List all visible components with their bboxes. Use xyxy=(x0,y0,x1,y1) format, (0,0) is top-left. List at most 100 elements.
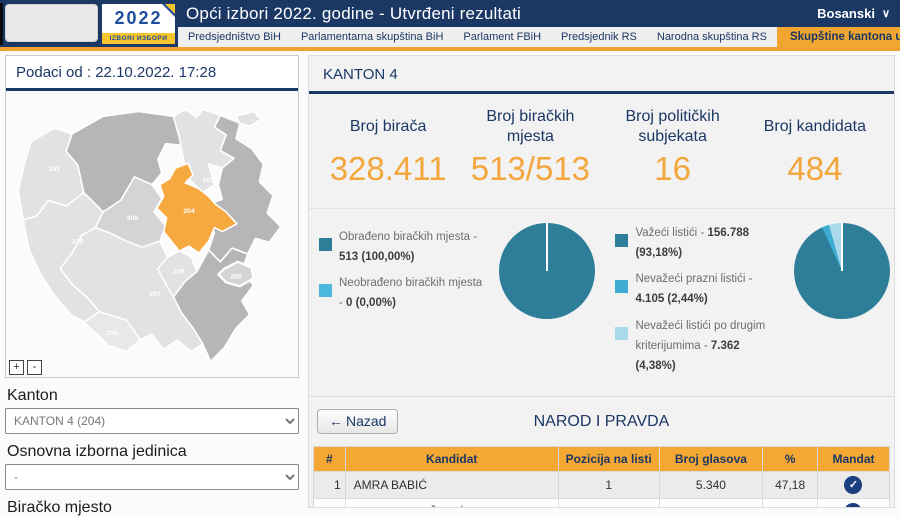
check-icon: ✓ xyxy=(844,475,863,494)
list-position: 2 xyxy=(557,497,660,507)
plus-icon: + xyxy=(13,361,20,373)
candidate-name: DEJAN KOVAČEVIĆ xyxy=(344,497,559,507)
header-edge-strip xyxy=(0,3,3,45)
nav-tab-predsjednik-rs[interactable]: Predsjednik RS xyxy=(561,31,637,43)
legend-text: Nevažeći listići po drugim kriterijumima… xyxy=(635,319,766,372)
logo-year-text: 2022 xyxy=(114,8,163,28)
col-pct: % xyxy=(762,445,818,472)
kanton-results-panel: KANTON 4 Broj birača 328.411 Broj biračk… xyxy=(308,55,895,508)
nav-tab-parlamentarna-skupstina-bih[interactable]: Parlamentarna skupština BiH xyxy=(300,31,444,43)
table-header-row: # Kandidat Pozicija na listi Broj glasov… xyxy=(313,445,891,472)
results-header-bar: ← Nazad NAROD I PRAVDA xyxy=(309,397,894,440)
left-sidebar: Podaci od : 22.10.2022. 17:28 xyxy=(5,55,299,516)
nav-tab-predsjednistvo-bih[interactable]: Predsjedništvo BiH xyxy=(188,31,281,43)
pie-slice-boundary xyxy=(841,223,843,271)
zoom-in-button[interactable]: + xyxy=(9,360,24,375)
col-kandidat: Kandidat xyxy=(344,445,559,472)
kanton-title: KANTON 4 xyxy=(309,56,894,94)
logo-banner: IZBORI ИЗБОРИ xyxy=(102,33,175,44)
legend-color-swatch xyxy=(615,280,629,294)
legend-color-swatch xyxy=(615,234,629,247)
map-region-209[interactable] xyxy=(157,250,198,298)
legend-item-nevazeci-drugi: Nevažeći listići po drugim kriterijumima… xyxy=(615,316,772,376)
pie-slice-boundary xyxy=(546,223,549,271)
elections-2022-logo: 2022 IZBORI ИЗБОРИ xyxy=(100,2,177,46)
votes-count: 742 xyxy=(658,497,764,507)
chevron-down-icon: ∨ xyxy=(881,8,890,20)
bih-cantons-map: 201 203 204 205 206 207 208 209 210 xyxy=(6,91,298,377)
stat-value: 484 xyxy=(787,150,843,187)
ballots-pie-chart xyxy=(794,223,890,319)
map-region-208[interactable] xyxy=(82,310,142,353)
legend-item-nevazeci-prazni: Nevažeći prazni listići - 4.105 (2,44%) xyxy=(615,269,772,309)
stat-value: 16 xyxy=(654,150,691,187)
list-position: 1 xyxy=(557,470,660,499)
table-row: 1 AMRA BABIĆ 1 5.340 47,18 ✓ xyxy=(313,470,891,499)
col-pozicija: Pozicija na listi xyxy=(557,445,660,472)
izborna-jedinica-filter-label: Osnovna izborna jedinica xyxy=(7,443,187,460)
legend-item-vazeci: Važeći listići - 156.788 (93,18%) xyxy=(615,223,772,263)
legend-item-obradjeno: Obrađeno biračkih mjesta - 513 (100,00%) xyxy=(319,227,485,267)
nav-strip: Predsjedništvo BiH Parlamentarna skupšti… xyxy=(178,27,900,47)
back-arrow-icon: ← xyxy=(329,412,343,429)
kanton-select[interactable]: KANTON 4 (204) xyxy=(5,408,299,434)
stat-label: Broj biračkih mjesta xyxy=(486,108,575,145)
mandate-cell: ✓ xyxy=(816,497,891,507)
legend-text: Neobrađeno biračkih mjesta - 0 (0,00%) xyxy=(339,277,483,310)
map-svg: 201 203 204 205 206 207 208 209 210 xyxy=(17,108,282,363)
table-row: 2 DEJAN KOVAČEVIĆ 2 742 6,56 ✓ xyxy=(313,497,891,507)
legend-color-swatch xyxy=(615,326,629,340)
biracko-mjesto-filter-label: Biračko mjesto xyxy=(7,499,112,516)
stat-label: Broj kandidata xyxy=(763,118,867,135)
language-selector[interactable]: Bosanski ∨ xyxy=(817,6,890,21)
main-content: Podaci od : 22.10.2022. 17:28 xyxy=(0,51,900,516)
row-num: 2 xyxy=(313,497,346,507)
nav-tab-skupstine-kantona-fbih[interactable]: Skupštine kantona u FBiH xyxy=(776,27,900,47)
votes-pct: 47,18 xyxy=(762,470,818,499)
stat-label: Broj političkih subjekata xyxy=(625,108,720,145)
nav-tab-parlament-fbih[interactable]: Parlament FBiH xyxy=(463,31,542,43)
col-glasovi: Broj glasova xyxy=(658,445,764,472)
legend-text: Obrađeno biračkih mjesta - 513 (100,00%) xyxy=(339,231,478,264)
legend-text: Nevažeći prazni listići - 4.105 (2,44%) xyxy=(635,273,753,306)
data-timestamp: Podaci od : 22.10.2022. 17:28 xyxy=(6,56,298,91)
mandate-cell: ✓ xyxy=(816,470,891,499)
legend-text: Važeći listići - 156.788 (93,18%) xyxy=(635,227,750,260)
stat-label: Broj birača xyxy=(349,118,427,135)
legend-color-swatch xyxy=(319,284,332,298)
app-header: 2022 IZBORI ИЗБОРИ Opći izbori 2022. god… xyxy=(0,0,900,47)
stat-broj-kandidata: Broj kandidata 484 xyxy=(744,106,886,188)
candidate-name: AMRA BABIĆ xyxy=(344,470,559,499)
language-label: Bosanski xyxy=(817,6,875,21)
col-mandat: Mandat xyxy=(816,445,891,472)
map-region-205[interactable] xyxy=(217,260,255,288)
votes-count: 5.340 xyxy=(658,470,764,499)
pie-charts-section: Obrađeno biračkih mjesta - 513 (100,00%)… xyxy=(309,209,894,397)
zoom-out-button[interactable]: - xyxy=(27,360,42,375)
stats-row: Broj birača 328.411 Broj biračkih mjesta… xyxy=(309,94,894,209)
stat-broj-politickih-subjekata: Broj političkih subjekata 16 xyxy=(602,106,744,188)
stat-broj-birackih-mjesta: Broj biračkih mjesta 513/513 xyxy=(459,106,601,188)
nav-tab-narodna-skupstina-rs[interactable]: Narodna skupština RS xyxy=(656,31,767,43)
map-panel: Podaci od : 22.10.2022. 17:28 xyxy=(5,55,299,378)
check-icon: ✓ xyxy=(844,502,863,507)
polling-stations-pie-chart xyxy=(499,223,596,319)
row-num: 1 xyxy=(313,470,346,499)
polling-stations-legend: Obrađeno biračkih mjesta - 513 (100,00%)… xyxy=(319,227,485,320)
title-row: Opći izbori 2022. godine - Utvrđeni rezu… xyxy=(0,0,900,27)
nav-row: Predsjedništvo BiH Parlamentarna skupšti… xyxy=(0,27,900,47)
votes-pct: 6,56 xyxy=(762,497,818,507)
map-region-204-selected[interactable] xyxy=(156,162,238,254)
header-placeholder-box xyxy=(5,4,98,42)
stat-value: 513/513 xyxy=(470,150,591,187)
page-title: Opći izbori 2022. godine - Utvrđeni rezu… xyxy=(186,3,521,23)
map-region-posavina[interactable] xyxy=(235,110,263,127)
logo-year: 2022 xyxy=(102,4,175,33)
izborna-jedinica-select[interactable]: - xyxy=(5,464,299,490)
candidates-table: # Kandidat Pozicija na listi Broj glasov… xyxy=(313,445,891,507)
legend-color-swatch xyxy=(319,238,332,251)
accent-divider xyxy=(0,47,900,51)
bih-flag-triangle-icon xyxy=(165,4,175,14)
col-num: # xyxy=(313,445,346,472)
back-button[interactable]: ← Nazad xyxy=(317,408,399,434)
